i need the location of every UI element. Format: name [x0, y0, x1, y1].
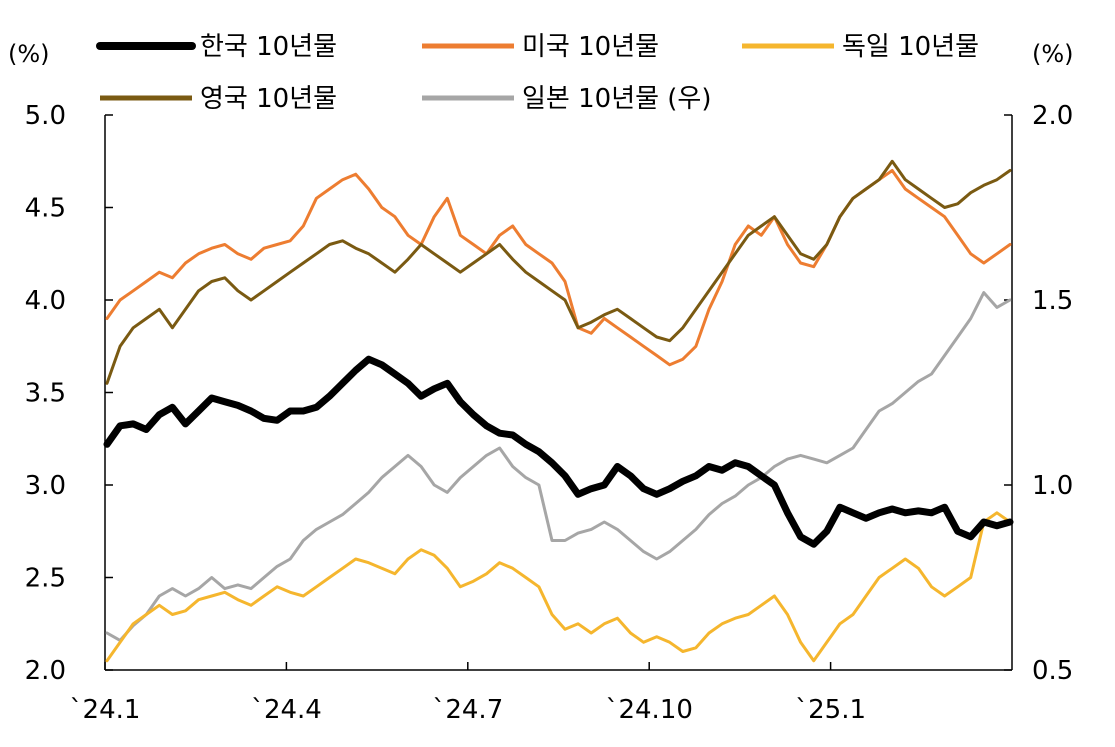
x-tick-label: `24.1	[70, 695, 141, 725]
legend-label-japan: 일본 10년물 (우)	[522, 84, 712, 114]
y-right-unit: (%)	[1032, 40, 1074, 68]
series-line-korea	[103, 355, 1014, 548]
legend-label-germany: 독일 10년물	[842, 32, 979, 62]
y-right-tick-label: 1.5	[1032, 286, 1073, 316]
series-line-germany	[105, 511, 1012, 663]
x-tick-label: `24.7	[432, 695, 503, 725]
y-right-tick-label: 1.0	[1032, 471, 1073, 501]
x-tick-label: `25.1	[795, 695, 866, 725]
series-line-japan	[105, 291, 1012, 642]
y-right-tick-label: 2.0	[1032, 101, 1073, 131]
y-right-tick-label: 0.5	[1032, 656, 1073, 686]
series-line-uk	[105, 159, 1012, 385]
y-left-tick-label: 3.0	[25, 471, 66, 501]
y-left-unit: (%)	[8, 40, 50, 68]
y-left-tick-label: 2.5	[25, 564, 66, 594]
legend-label-uk: 영국 10년물	[200, 84, 337, 114]
y-left-tick-label: 4.5	[25, 194, 66, 224]
x-tick-label: `24.4	[251, 695, 322, 725]
y-left-tick-label: 4.0	[25, 286, 66, 316]
y-left-tick-label: 5.0	[25, 101, 66, 131]
y-left-tick-label: 2.0	[25, 656, 66, 686]
series-line-us	[105, 169, 1012, 367]
legend-label-korea: 한국 10년물	[200, 32, 337, 62]
x-tick-label: `24.10	[605, 695, 692, 725]
legend: 한국 10년물 미국 10년물 독일 10년물 영국 10년물 일본 10년물 …	[96, 32, 979, 114]
y-left-tick-label: 3.5	[25, 379, 66, 409]
legend-label-us: 미국 10년물	[522, 32, 659, 62]
